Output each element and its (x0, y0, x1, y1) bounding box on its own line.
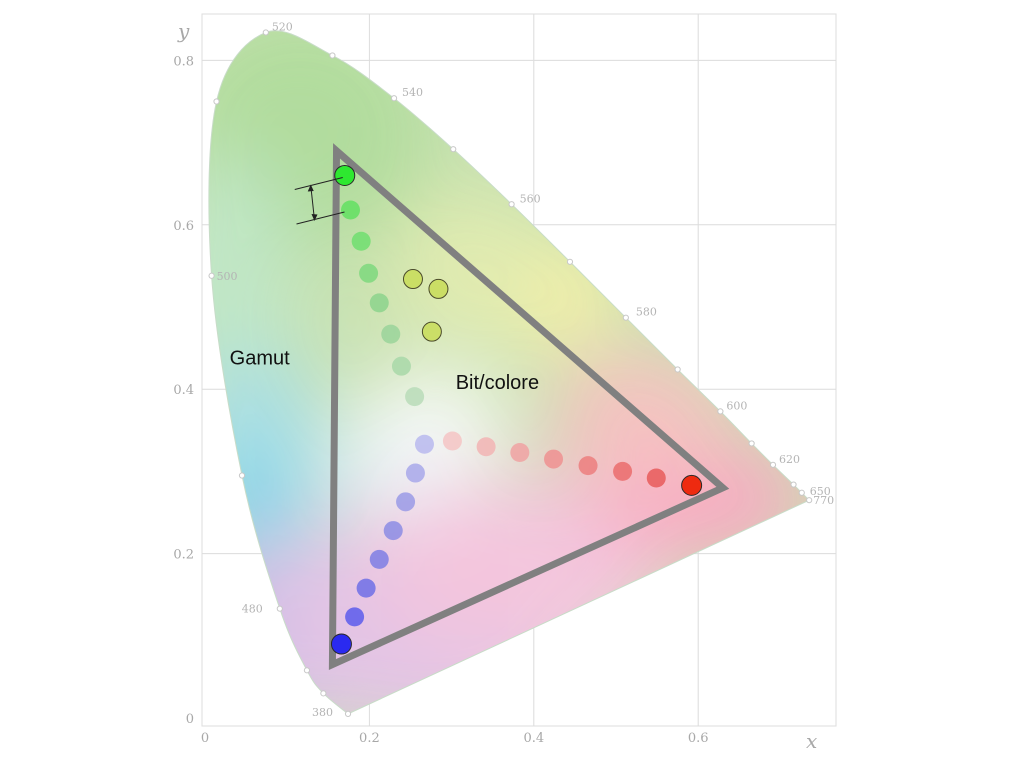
wavelength-label-620: 620 (779, 453, 800, 466)
primary-dot-green (334, 164, 356, 186)
wavelength-dot (748, 440, 755, 447)
wavelength-label-770: 770 (813, 494, 834, 507)
step-dot (428, 279, 448, 299)
wavelength-label-520: 520 (272, 20, 293, 33)
wavelength-dot (390, 95, 398, 102)
gamut-label: Gamut (230, 348, 290, 370)
dimension-arrowhead-bottom (311, 214, 318, 222)
step-dot (359, 263, 379, 283)
x-tick-label: 0.6 (688, 731, 709, 746)
step-dot (544, 449, 564, 469)
wavelength-dot (329, 52, 336, 59)
y-tick-label: 0 (186, 712, 194, 727)
step-dot (351, 231, 371, 251)
y-tick-label: 0.6 (173, 219, 194, 234)
step-dot (613, 461, 633, 481)
wavelength-dot (717, 408, 724, 415)
step-dot (422, 322, 442, 342)
wavelength-dot (320, 690, 327, 697)
step-dot (442, 431, 462, 451)
wavelength-dot (790, 481, 797, 488)
step-dimension-marker (294, 176, 345, 225)
wavelength-dot (622, 314, 629, 321)
wavelength-label-650: 650 (810, 485, 831, 498)
step-dot (340, 200, 360, 220)
x-tick-label: 0 (201, 731, 209, 746)
wavelength-dot (208, 272, 215, 279)
y-tick-label: 0.2 (173, 548, 194, 563)
wavelength-dot (806, 497, 813, 504)
wavelength-dot (566, 258, 574, 265)
wavelength-dot (238, 472, 246, 479)
axis-ticks: 0 0.2 0.4 0.6 0 0.2 0.4 0.6 0.8 (173, 54, 708, 746)
primary-dots (330, 164, 703, 655)
wavelength-label-560: 560 (520, 192, 541, 205)
wavelength-dot (508, 201, 515, 208)
step-dot (476, 437, 496, 457)
wavelength-label-500: 500 (217, 270, 238, 283)
wavelength-dot (303, 667, 311, 674)
bit-per-color-label: Bit/colore (456, 372, 539, 394)
wavelength-dot (276, 605, 283, 612)
wavelength-dot (769, 461, 777, 468)
step-dot (369, 549, 389, 569)
spectral-locus-outline (208, 30, 811, 715)
step-dot (646, 468, 666, 488)
step-dot (578, 456, 598, 476)
wavelength-dot (262, 29, 269, 36)
step-dot (414, 434, 434, 454)
step-dot-rim (428, 278, 449, 299)
x-tick-label: 0.4 (523, 731, 544, 746)
step-dot (369, 293, 389, 313)
dimension-extension-bottom (296, 211, 345, 225)
step-dot (383, 521, 403, 541)
step-dot (510, 442, 530, 462)
wavelength-dot (344, 710, 352, 717)
wavelength-dot (674, 366, 681, 373)
wavelength-label-480: 480 (242, 603, 263, 616)
y-tick-label: 0.8 (173, 54, 194, 69)
wavelength-dot (798, 489, 805, 496)
step-dot-rim (421, 321, 442, 342)
wavelength-dot (213, 98, 220, 105)
step-dot (405, 387, 425, 407)
step-dot (403, 269, 423, 289)
step-dot (381, 324, 401, 344)
dimension-arrowhead-top (307, 184, 314, 192)
primary-dot-blue (330, 633, 352, 655)
wavelength-dot (450, 146, 457, 153)
step-dot (396, 492, 416, 512)
x-tick-label: 0.2 (359, 731, 380, 746)
step-dot (391, 356, 411, 376)
color-step-dots (340, 200, 666, 627)
wavelength-label-600: 600 (726, 399, 747, 412)
x-axis-label: x (806, 729, 817, 753)
y-tick-label: 0.4 (173, 383, 194, 398)
wavelength-label-540: 540 (402, 86, 423, 99)
dimension-extension-top (294, 176, 343, 190)
step-dot (356, 578, 376, 598)
step-dot (405, 463, 425, 483)
primary-dot-red (681, 474, 703, 496)
step-dot-rim (402, 269, 423, 290)
step-dot (345, 607, 365, 627)
annotations: Gamut Bit/colore (230, 348, 539, 395)
y-axis-label: y (177, 19, 190, 43)
wavelength-label-580: 580 (636, 306, 657, 319)
gamut-triangle (328, 143, 730, 671)
wavelength-label-380: 380 (312, 706, 333, 719)
